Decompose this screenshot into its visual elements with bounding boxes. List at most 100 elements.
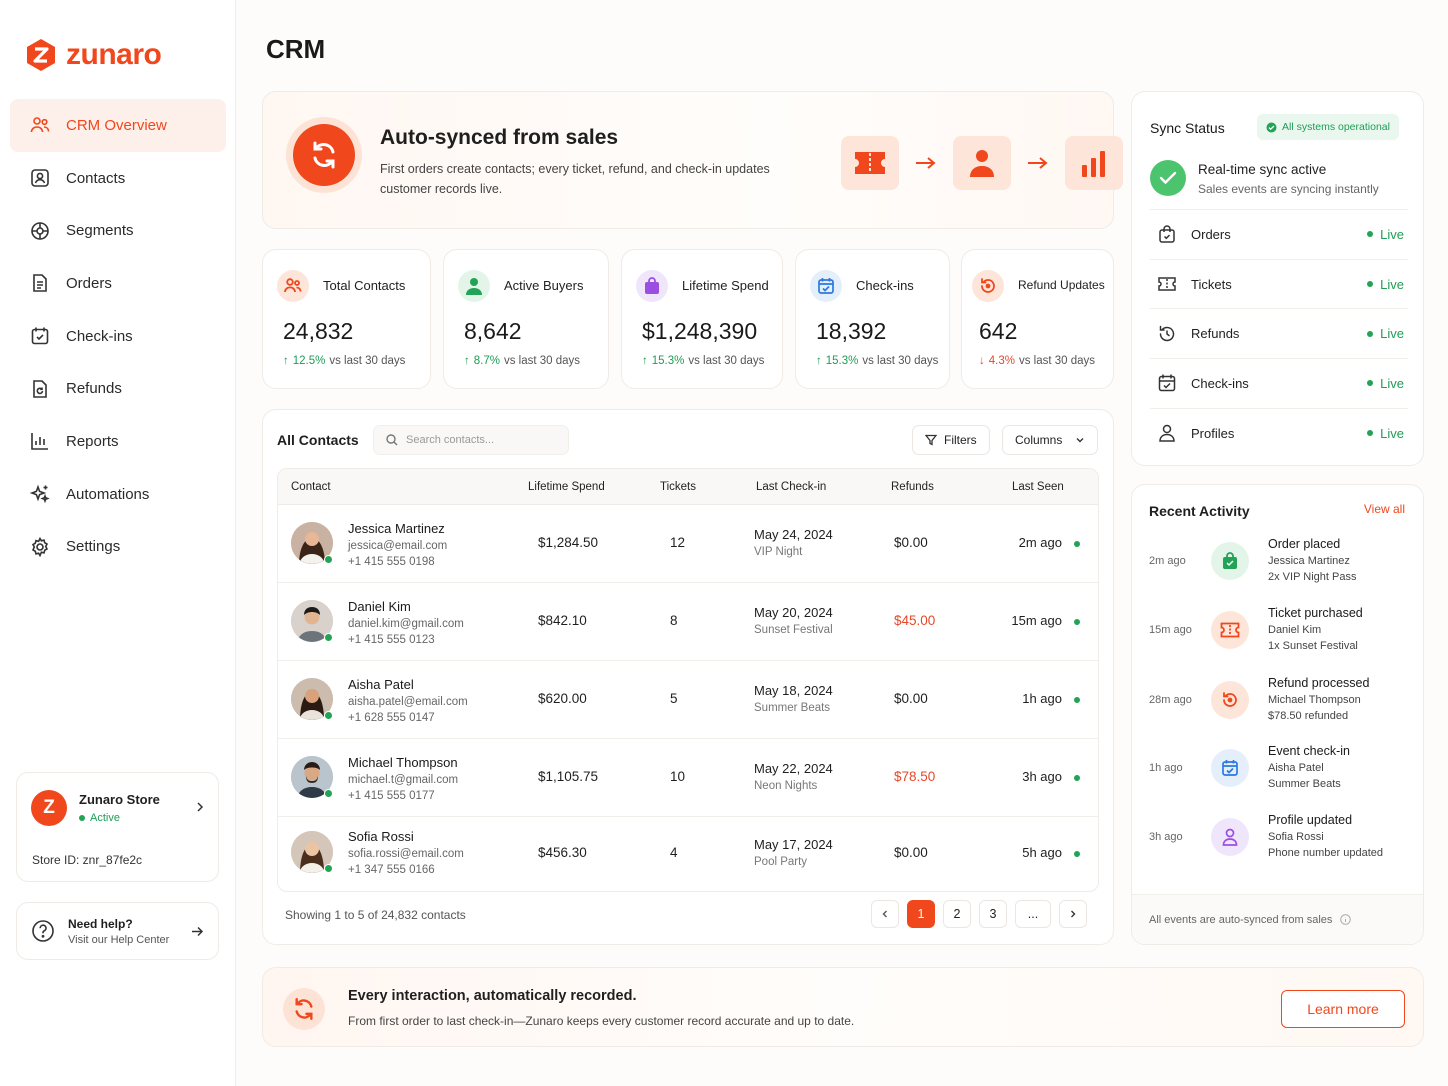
col-refunds[interactable]: Refunds [891, 481, 934, 493]
sidebar-item-label: Automations [66, 485, 150, 503]
learn-more-button[interactable]: Learn more [1281, 990, 1405, 1028]
contact-phone: +1 347 555 0166 [348, 864, 435, 876]
user-icon [458, 270, 490, 302]
sidebar: zunaro CRM Overview Contacts Segments Or… [0, 0, 236, 1086]
user-icon [1211, 818, 1249, 856]
activity-detail: 2x VIP Night Pass [1268, 571, 1357, 583]
stat-value: 24,832 [283, 318, 354, 344]
sync-status-panel: Sync Status All systems operational Real… [1131, 91, 1424, 466]
sync-icon [293, 124, 355, 186]
contact-name[interactable]: Aisha Patel [348, 677, 414, 692]
view-all-link[interactable]: View all [1363, 502, 1405, 516]
table-row[interactable]: Daniel Kim daniel.kim@gmail.com +1 415 5… [278, 583, 1098, 661]
page-ellipsis[interactable]: ... [1015, 900, 1051, 928]
activity-detail: $78.50 refunded [1268, 710, 1349, 722]
status-dot [1367, 330, 1374, 337]
activity-item[interactable]: 3h ago Profile updated Sofia Rossi Phone… [1149, 813, 1409, 873]
stat-label: Lifetime Spend [682, 278, 769, 293]
chevron-down-icon [1076, 438, 1084, 443]
table-row[interactable]: Michael Thompson michael.t@gmail.com +1 … [278, 739, 1098, 817]
activity-title: Order placed [1268, 537, 1341, 551]
sidebar-item-reports[interactable]: Reports [10, 415, 226, 468]
live-label: Live [1380, 226, 1404, 242]
filters-button[interactable]: Filters [912, 425, 990, 455]
activity-detail: Summer Beats [1268, 778, 1341, 790]
help-card[interactable]: Need help? Visit our Help Center [16, 902, 219, 960]
last-seen: 3h ago [1022, 769, 1062, 784]
refund-amount: $0.00 [894, 535, 928, 550]
live-label: Live [1380, 326, 1404, 342]
check-circle-icon [1150, 160, 1186, 196]
avatar [291, 678, 333, 720]
contact-phone: +1 415 555 0177 [348, 790, 435, 802]
stat-card-lifetime-spend[interactable]: Lifetime Spend $1,248,390 ↑ 15.3% vs last … [621, 249, 783, 389]
stat-card-refund-updates[interactable]: Refund Updates 642 ↓ 4.3% vs last 30 days [961, 249, 1114, 389]
contact-name[interactable]: Daniel Kim [348, 599, 411, 614]
col-last-check-in[interactable]: Last Check-in [756, 481, 827, 493]
search-input[interactable]: Search contacts... [373, 425, 569, 455]
activity-contact: Sofia Rossi [1268, 831, 1324, 843]
sync-row-check-ins[interactable]: Check-ins Live [1150, 358, 1408, 408]
activity-item[interactable]: 1h ago Event check-in Aisha Patel Summer… [1149, 744, 1409, 804]
sync-row-refunds[interactable]: Refunds Live [1150, 308, 1408, 358]
last-check-in-date: May 22, 2024 [754, 761, 833, 776]
sidebar-item-refunds[interactable]: Refunds [10, 362, 226, 415]
last-check-in-date: May 24, 2024 [754, 527, 833, 542]
col-last-seen[interactable]: Last Seen [1012, 481, 1064, 493]
sidebar-item-label: Contacts [66, 169, 126, 187]
columns-button[interactable]: Columns [1002, 425, 1098, 455]
col-lifetime-spend[interactable]: Lifetime Spend [528, 481, 605, 493]
page-button-3[interactable]: 3 [979, 900, 1007, 928]
contact-name[interactable]: Michael Thompson [348, 755, 458, 770]
sync-row-profiles[interactable]: Profiles Live [1150, 407, 1408, 458]
col-tickets[interactable]: Tickets [660, 481, 696, 493]
sidebar-item-orders[interactable]: Orders [10, 257, 226, 310]
hero-description: First orders create contacts; every tick… [380, 162, 770, 196]
chevron-right-icon[interactable] [194, 801, 206, 813]
next-page-button[interactable] [1059, 900, 1087, 928]
sidebar-item-segments[interactable]: Segments [10, 204, 226, 257]
online-indicator [324, 633, 333, 642]
activity-item[interactable]: 15m ago Ticket purchased Daniel Kim 1x S… [1149, 606, 1409, 666]
sync-row-label: Orders [1191, 226, 1231, 242]
store-card[interactable]: Z Zunaro Store Active Store ID: znr_87fe… [16, 772, 219, 882]
pagination-summary: Showing 1 to 5 of 24,832 contacts [285, 908, 466, 922]
logo[interactable]: zunaro [24, 38, 162, 72]
activity-item[interactable]: 28m ago Refund processed Michael Thompso… [1149, 676, 1409, 736]
sidebar-item-settings[interactable]: Settings [10, 521, 226, 574]
col-contact[interactable]: Contact [291, 481, 331, 493]
prev-page-button[interactable] [871, 900, 899, 928]
last-seen: 5h ago [1022, 845, 1062, 860]
stat-value: 8,642 [464, 318, 522, 344]
stat-card-total-contacts[interactable]: Total Contacts 24,832 ↑ 12.5% vs last 30 d… [262, 249, 431, 389]
users-icon [30, 117, 50, 133]
sync-row-tickets[interactable]: Tickets Live [1150, 258, 1408, 309]
table-row[interactable]: Aisha Patel aisha.patel@email.com +1 628… [278, 661, 1098, 739]
page-button-2[interactable]: 2 [943, 900, 971, 928]
sidebar-item-crm-overview[interactable]: CRM Overview [10, 99, 226, 152]
last-check-in-date: May 17, 2024 [754, 837, 833, 852]
status-dot [1367, 231, 1374, 238]
ticket-count: 4 [670, 845, 678, 860]
sync-row-orders[interactable]: Orders Live [1150, 209, 1408, 259]
activity-footer-text: All events are auto-synced from sales [1149, 913, 1333, 926]
live-indicator: Live [1367, 326, 1404, 341]
stat-card-check-ins[interactable]: Check-ins 18,392 ↑ 15.3% vs last 30 days [795, 249, 950, 389]
info-icon[interactable] [1340, 914, 1352, 925]
ticket-count: 10 [670, 769, 686, 784]
table-row[interactable]: Sofia Rossi sofia.rossi@email.com +1 347… [278, 817, 1098, 889]
delta-compare: vs last 30 days [503, 355, 581, 367]
stat-card-active-buyers[interactable]: Active Buyers 8,642 ↑ 8.7% vs last 30 days [443, 249, 609, 389]
sidebar-item-automations[interactable]: Automations [10, 468, 226, 521]
arrow-up-icon: ↑ [816, 355, 822, 367]
contact-name[interactable]: Sofia Rossi [348, 829, 414, 844]
online-indicator [324, 789, 333, 798]
activity-item[interactable]: 2m ago Order placed Jessica Martinez 2x … [1149, 537, 1409, 597]
contact-name[interactable]: Jessica Martinez [348, 521, 445, 536]
sidebar-item-check-ins[interactable]: Check-ins [10, 310, 226, 363]
page-button-1[interactable]: 1 [907, 900, 935, 928]
table-row[interactable]: Jessica Martinez jessica@email.com +1 41… [278, 505, 1098, 583]
sidebar-item-contacts[interactable]: Contacts [10, 152, 226, 205]
refund-amount: $0.00 [894, 845, 928, 860]
contact-email: sofia.rossi@email.com [348, 848, 464, 860]
